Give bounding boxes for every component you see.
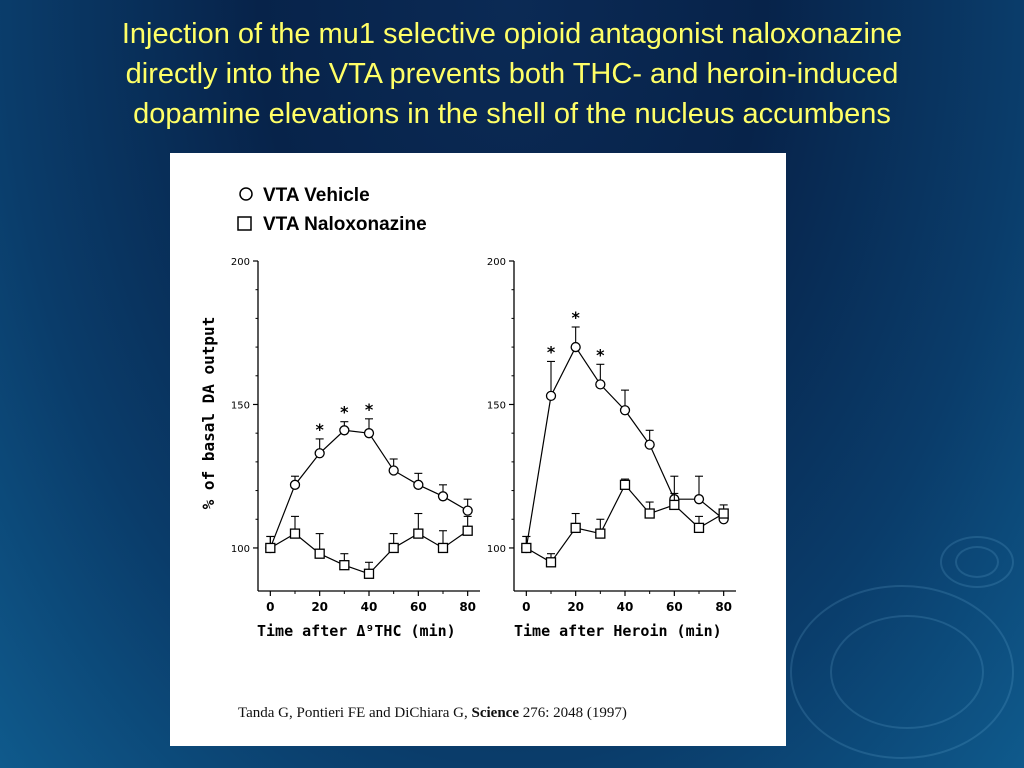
- data-point-circle: [545, 390, 557, 402]
- citation-authors: Tanda G, Pontieri FE and DiChiara G,: [238, 705, 468, 721]
- title-line: dopamine elevations in the shell of the …: [133, 98, 891, 130]
- data-point-square: [669, 499, 680, 511]
- data-point-square: [363, 568, 375, 579]
- data-point-square: [570, 522, 581, 534]
- legend-square-marker: [237, 216, 252, 231]
- decor-ripple: [955, 546, 999, 578]
- y-tick-label: 100: [487, 544, 506, 555]
- data-point-circle: [339, 425, 350, 436]
- title-line: directly into the VTA prevents both THC-…: [125, 58, 899, 90]
- figure-panel: VTA Vehicle VTA Naloxonazine % of basal …: [170, 153, 786, 746]
- x-tick-label: 80: [715, 600, 732, 614]
- data-point-square: [388, 542, 399, 554]
- legend: VTA Vehicle VTA Naloxonazine: [237, 185, 427, 235]
- legend-circle-marker: [239, 187, 253, 201]
- y-tick-label: 150: [231, 400, 250, 411]
- y-tick-label: 200: [231, 257, 250, 268]
- x-tick-label: 60: [410, 600, 427, 614]
- decor-ripple: [790, 585, 1014, 759]
- series-line: [525, 345, 725, 549]
- slide-title: Injection of the mu1 selective opioid an…: [20, 14, 1004, 134]
- chart-panel-thc: 100 150 200 0 20 40 60 80 * * *: [231, 257, 480, 614]
- data-point-square: [718, 508, 729, 519]
- data-point-circle: [363, 428, 375, 439]
- decor-ripple: [940, 536, 1014, 588]
- x-axis-label: Time after Δ⁹THC (min): [257, 622, 456, 640]
- data-point-square: [437, 542, 449, 554]
- data-point-square: [545, 557, 557, 568]
- significance-marker: *: [571, 308, 580, 327]
- data-point-square: [521, 542, 532, 554]
- decor-ripple: [830, 615, 984, 729]
- data-point-square: [462, 525, 473, 536]
- data-point-square: [595, 528, 606, 539]
- data-point-square: [644, 508, 655, 519]
- data-point-square: [339, 560, 350, 571]
- legend-label: VTA Vehicle: [263, 185, 370, 206]
- citation-journal: Science: [471, 705, 519, 721]
- significance-marker: *: [340, 403, 349, 422]
- data-point-square: [619, 479, 631, 490]
- x-tick-label: 60: [666, 600, 683, 614]
- x-tick-label: 40: [617, 600, 634, 614]
- data-point-square: [314, 548, 325, 559]
- legend-label: VTA Naloxonazine: [263, 214, 427, 235]
- y-tick-label: 100: [231, 544, 250, 555]
- data-point-square: [413, 528, 424, 539]
- title-line: Injection of the mu1 selective opioid an…: [121, 18, 903, 50]
- data-point-circle: [693, 494, 705, 505]
- significance-marker: *: [315, 420, 324, 439]
- x-tick-label: 20: [311, 600, 328, 614]
- x-tick-label: 0: [522, 600, 530, 614]
- citation: Tanda G, Pontieri FE and DiChiara G, Sci…: [238, 705, 627, 722]
- significance-marker: *: [596, 345, 605, 364]
- data-point-circle: [388, 465, 399, 476]
- significance-marker: *: [365, 400, 374, 419]
- x-tick-label: 80: [459, 600, 476, 614]
- data-point-circle: [619, 405, 631, 416]
- data-point-square: [693, 522, 705, 534]
- data-point-circle: [644, 439, 655, 450]
- data-point-circle: [595, 379, 606, 390]
- y-tick-label: 150: [487, 400, 506, 411]
- data-point-circle: [437, 491, 449, 502]
- chart-panel-heroin: 100 150 200 0 20 40 60 80 * * *: [487, 257, 736, 614]
- x-axis-label: Time after Heroin (min): [514, 622, 722, 640]
- x-tick-label: 0: [266, 600, 274, 614]
- y-axis-label: % of basal DA output: [199, 317, 218, 510]
- y-tick-label: 200: [487, 257, 506, 268]
- significance-marker: *: [547, 342, 556, 361]
- data-point-circle: [289, 479, 301, 490]
- x-tick-label: 40: [361, 600, 378, 614]
- data-point-circle: [413, 479, 424, 490]
- chart-svg: VTA Vehicle VTA Naloxonazine % of basal …: [199, 185, 736, 640]
- data-point-circle: [570, 341, 581, 353]
- citation-ref: 276: 2048 (1997): [522, 705, 627, 721]
- data-point-square: [265, 542, 276, 554]
- data-point-circle: [462, 505, 473, 516]
- x-tick-label: 20: [567, 600, 584, 614]
- data-point-square: [289, 528, 301, 539]
- data-point-circle: [314, 448, 325, 459]
